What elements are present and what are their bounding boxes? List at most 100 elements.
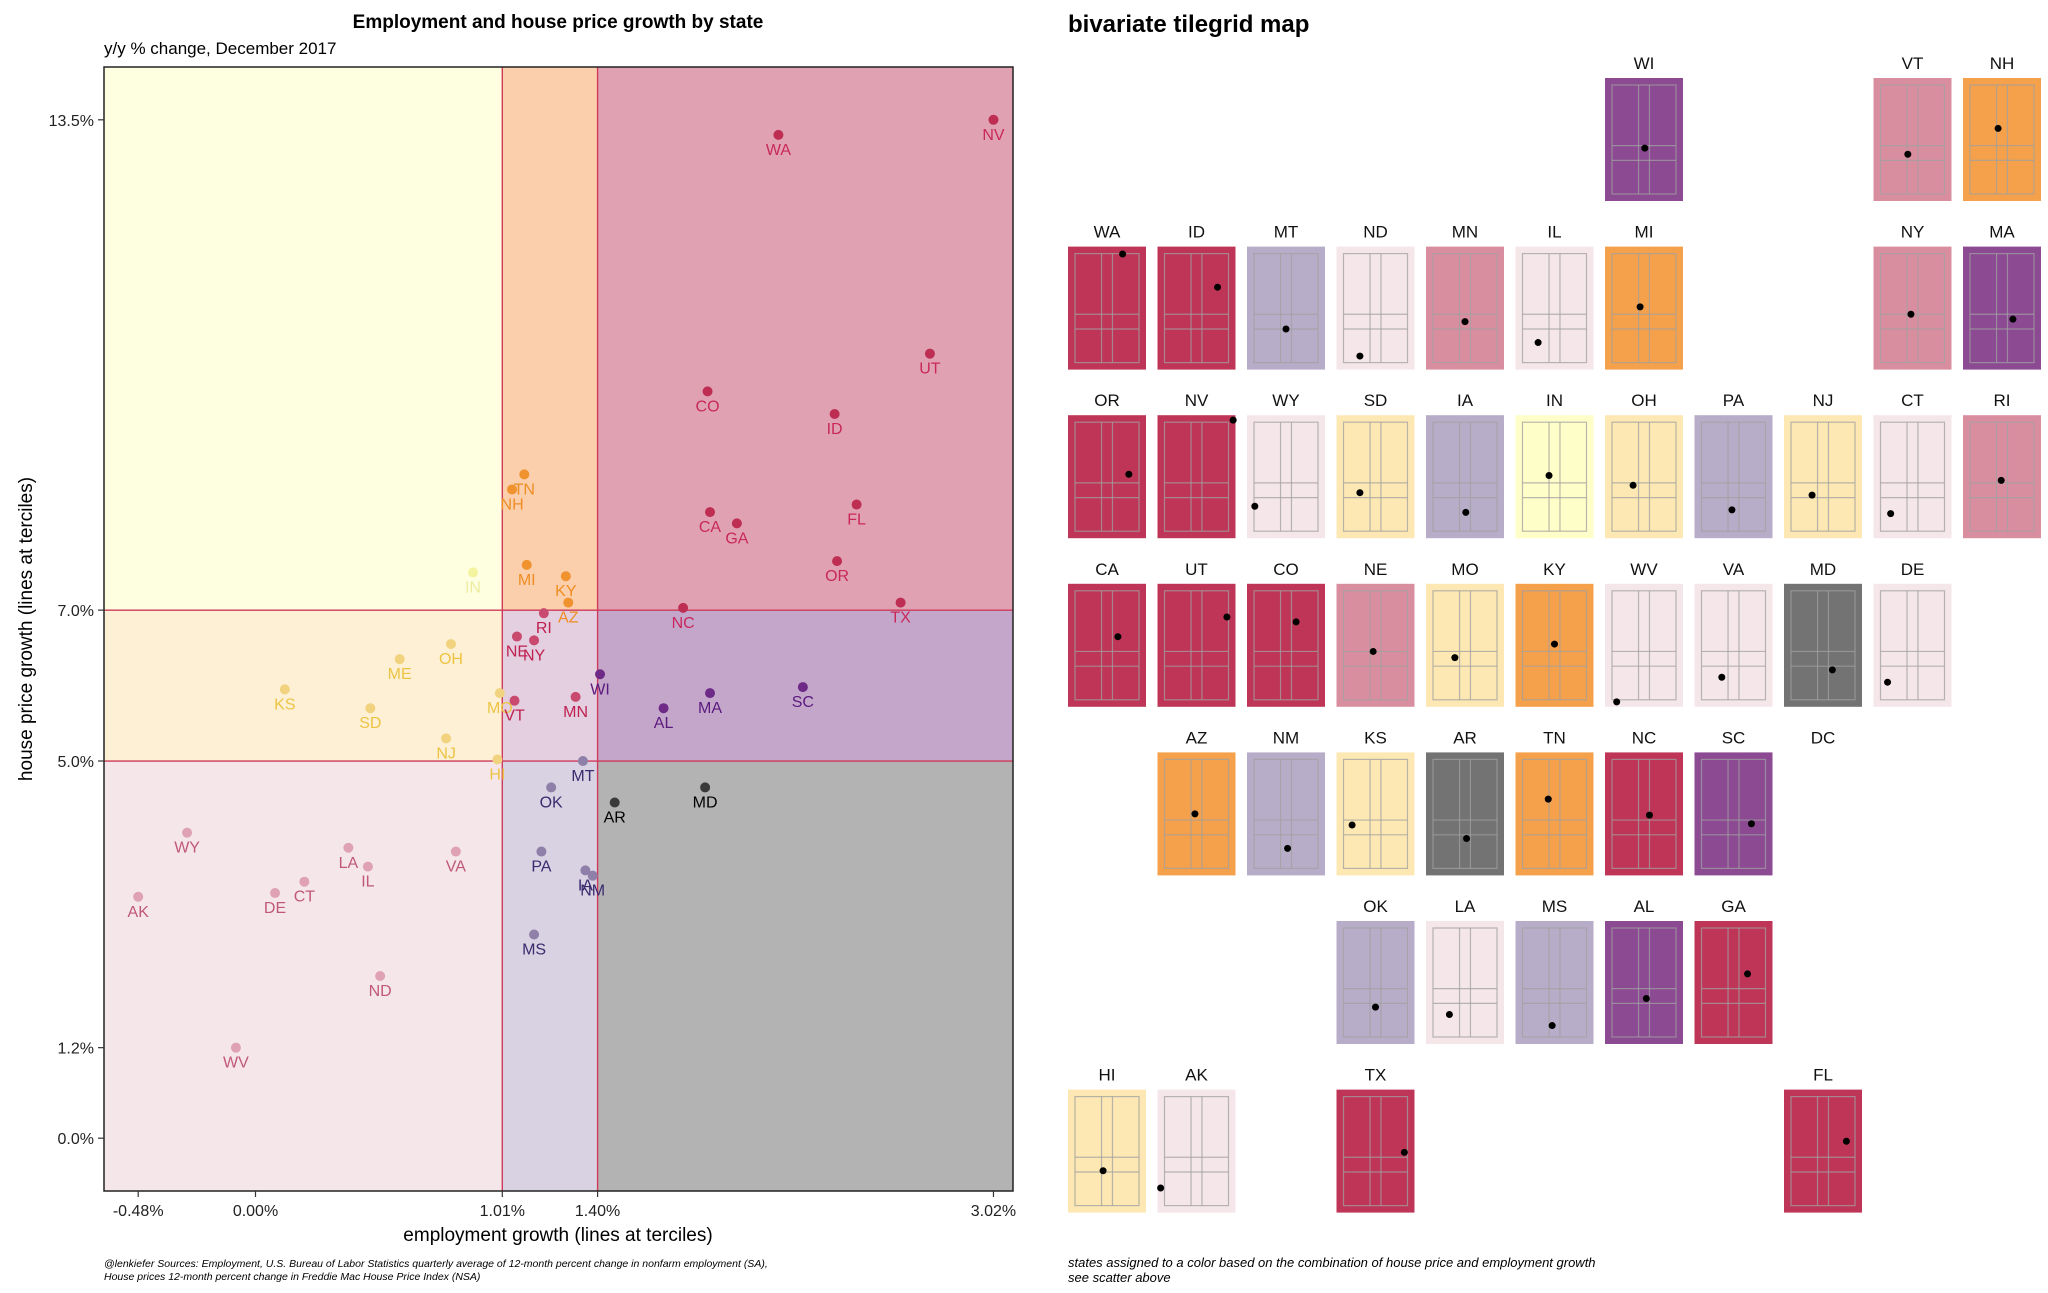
point-label-vt: VT xyxy=(504,708,525,725)
point-sd xyxy=(365,703,376,714)
point-az xyxy=(563,597,574,608)
point-la xyxy=(343,842,354,853)
tile-label-md: MD xyxy=(1810,560,1836,579)
point-nj xyxy=(441,733,452,744)
tile-label-ga: GA xyxy=(1721,897,1746,916)
y-tick-label: 0.0% xyxy=(58,1131,94,1148)
tile-ma xyxy=(1963,246,2041,370)
tile-dot-nm xyxy=(1284,844,1292,852)
axes: -0.48% 0.00% 1.01% 1.40% 3.02% 0.0% 1.2% 5.0% 7.… xyxy=(49,113,1017,1220)
tile-label-wa: WA xyxy=(1094,223,1121,242)
point-label-id: ID xyxy=(827,421,843,438)
point-label-md: MD xyxy=(693,794,718,811)
tile-inner-frame xyxy=(1163,758,1230,870)
y-tick-label: 7.0% xyxy=(58,603,94,620)
tile-ca xyxy=(1068,583,1146,707)
tile-label-wi: WI xyxy=(1634,54,1655,73)
tile-label-vt: VT xyxy=(1902,54,1924,73)
tile-label-la: LA xyxy=(1455,897,1476,916)
tile-nj xyxy=(1784,415,1862,539)
point-ak xyxy=(133,891,144,902)
map-caption-line-1: states assigned to a color based on the … xyxy=(1068,1255,1596,1270)
tile-inner-frame xyxy=(1163,590,1230,701)
tile-inner-frame xyxy=(1700,590,1767,701)
scatter-title: Employment and house price growth by sta… xyxy=(353,12,764,33)
map-title: bivariate tilegrid map xyxy=(1068,11,1309,38)
point-label-nh: NH xyxy=(501,496,524,513)
tile-dot-wi xyxy=(1641,144,1649,152)
tile-inner-frame xyxy=(1611,590,1677,701)
tile-inner-frame xyxy=(1521,758,1588,870)
tile-dot-oh xyxy=(1629,481,1637,489)
point-label-hi: HI xyxy=(489,767,505,784)
tile-tn xyxy=(1515,752,1594,876)
tile-label-id: ID xyxy=(1188,223,1205,242)
tile-dot-ky xyxy=(1551,640,1558,648)
point-label-wi: WI xyxy=(590,681,610,698)
tile-dot-wy xyxy=(1251,502,1259,510)
region-lm xyxy=(104,610,503,762)
y-tick-label: 13.5% xyxy=(49,113,94,130)
tile-label-or: OR xyxy=(1094,391,1120,410)
point-nh xyxy=(507,484,518,495)
tile-ar xyxy=(1426,752,1504,876)
tile-label-mo: MO xyxy=(1451,560,1478,579)
tile-dot-sc xyxy=(1747,820,1755,828)
tile-ct xyxy=(1873,415,1952,539)
point-label-al: AL xyxy=(654,715,674,732)
point-wv xyxy=(230,1042,241,1053)
tile-label-ak: AK xyxy=(1185,1066,1208,1085)
tile-inner-frame xyxy=(1163,421,1230,532)
tile-mo xyxy=(1426,583,1504,707)
tile-dot-mo xyxy=(1451,654,1459,662)
region-mh xyxy=(502,67,598,611)
tile-dot-co xyxy=(1292,618,1300,626)
tile-inner-frame xyxy=(1432,758,1498,870)
tile-label-ms: MS xyxy=(1542,897,1568,916)
x-tick-label: 1.01% xyxy=(480,1203,525,1220)
tile-ks xyxy=(1336,752,1415,876)
y-tick-label: 1.2% xyxy=(58,1041,94,1058)
scatter-caption-line-1: @lenkiefer Sources: Employment, U.S. Bur… xyxy=(104,1258,768,1270)
tile-dot-nv xyxy=(1229,416,1237,424)
tile-wy xyxy=(1247,415,1325,539)
tile-co xyxy=(1247,583,1325,707)
point-mt xyxy=(577,756,588,767)
point-label-or: OR xyxy=(825,568,849,585)
point-me xyxy=(394,654,405,665)
tile-dot-md xyxy=(1828,666,1836,674)
scatter-caption-line-2: House prices 12-month percent change in … xyxy=(104,1271,480,1283)
tile-wa xyxy=(1068,246,1146,370)
tile-inner-frame xyxy=(1700,758,1767,870)
tile-inner-frame xyxy=(1879,253,1946,364)
point-label-ms: MS xyxy=(522,942,546,959)
tile-id xyxy=(1157,246,1236,370)
tile-nv xyxy=(1157,415,1236,539)
tile-fl xyxy=(1784,1089,1862,1213)
tile-inner-frame xyxy=(1432,421,1498,532)
tile-inner-frame xyxy=(1521,421,1588,532)
tile-dot-id xyxy=(1214,283,1222,291)
tile-label-wy: WY xyxy=(1272,391,1299,410)
tile-label-ca: CA xyxy=(1095,560,1119,579)
x-tick-label: 1.40% xyxy=(575,1203,620,1220)
point-label-ne: NE xyxy=(506,644,528,661)
tile-inner-frame xyxy=(1342,758,1409,870)
tile-nm xyxy=(1247,752,1325,876)
tile-label-de: DE xyxy=(1901,560,1925,579)
point-label-me: ME xyxy=(388,666,412,683)
tile-ga xyxy=(1694,921,1773,1044)
tile-dot-ca xyxy=(1114,633,1122,641)
tile-dot-ks xyxy=(1348,821,1356,829)
tile-inner-frame xyxy=(1342,590,1409,701)
point-label-wa: WA xyxy=(766,142,792,159)
tile-label-mi: MI xyxy=(1635,223,1654,242)
tile-inner-frame xyxy=(1253,421,1319,532)
tile-label-il: IL xyxy=(1547,223,1561,242)
tile-pa xyxy=(1694,415,1773,539)
tile-dot-wv xyxy=(1613,698,1621,706)
tile-dot-vt xyxy=(1904,150,1912,158)
tilegrid-map-panel: bivariate tilegrid map WIVTNHMEWAIDMTNDM… xyxy=(1068,11,2041,1285)
tile-dot-ak xyxy=(1157,1184,1165,1192)
